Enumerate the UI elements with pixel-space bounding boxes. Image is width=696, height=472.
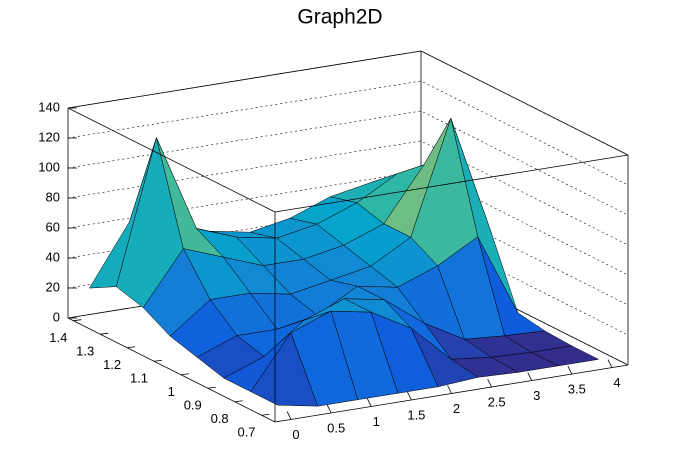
x-tick-label: 3.5 bbox=[568, 382, 586, 397]
z-tick-label: 60 bbox=[46, 219, 60, 234]
box-edge bbox=[67, 50, 422, 109]
grid-line bbox=[67, 50, 629, 156]
y-tick bbox=[180, 373, 189, 376]
x-tick bbox=[567, 365, 573, 375]
x-tick-label: 4 bbox=[613, 375, 620, 390]
x-tick-label: 1 bbox=[373, 414, 380, 429]
z-tick-label: 120 bbox=[38, 129, 60, 144]
y-tick bbox=[127, 346, 136, 349]
y-tick bbox=[100, 332, 109, 335]
x-tick bbox=[366, 398, 372, 407]
x-tick bbox=[286, 411, 292, 420]
y-tick bbox=[73, 319, 82, 322]
x-tick-label: 0.5 bbox=[327, 420, 345, 435]
x-tick bbox=[407, 391, 412, 401]
y-tick bbox=[153, 359, 163, 362]
z-tick-label: 0 bbox=[53, 309, 60, 324]
z-tick-label: 20 bbox=[46, 279, 60, 294]
box-edge bbox=[67, 317, 276, 423]
x-tick bbox=[607, 359, 613, 368]
surface-cell bbox=[250, 332, 319, 407]
y-tick bbox=[234, 400, 243, 403]
box-edge bbox=[274, 154, 629, 213]
x-tick bbox=[447, 385, 452, 394]
y-tick-label: 0.7 bbox=[237, 425, 255, 440]
x-tick-label: 1.5 bbox=[407, 407, 425, 422]
x-tick bbox=[527, 372, 533, 381]
y-tick bbox=[261, 413, 270, 416]
y-tick-label: 1 bbox=[168, 384, 175, 399]
y-tick bbox=[207, 386, 216, 389]
x-tick-label: 3 bbox=[533, 388, 540, 403]
y-tick-label: 0.9 bbox=[184, 398, 202, 413]
x-tick-label: 2.5 bbox=[488, 394, 506, 409]
box-edge bbox=[420, 50, 629, 156]
x-tick-label: 0 bbox=[292, 427, 299, 442]
y-tick-label: 1.4 bbox=[49, 330, 67, 345]
x-tick-label: 2 bbox=[453, 401, 460, 416]
z-tick-label: 140 bbox=[38, 99, 60, 114]
chart-title: Graph2D bbox=[297, 6, 382, 29]
y-tick-label: 1.2 bbox=[103, 357, 121, 372]
x-tick bbox=[487, 378, 492, 388]
z-tick-label: 100 bbox=[38, 159, 60, 174]
y-tick-label: 1.1 bbox=[130, 371, 148, 386]
box-edge bbox=[67, 107, 276, 213]
y-tick-label: 0.8 bbox=[211, 411, 229, 426]
x-tick bbox=[326, 404, 332, 414]
z-tick-label: 40 bbox=[46, 249, 60, 264]
z-tick-label: 80 bbox=[46, 189, 60, 204]
y-tick-label: 1.3 bbox=[76, 344, 94, 359]
